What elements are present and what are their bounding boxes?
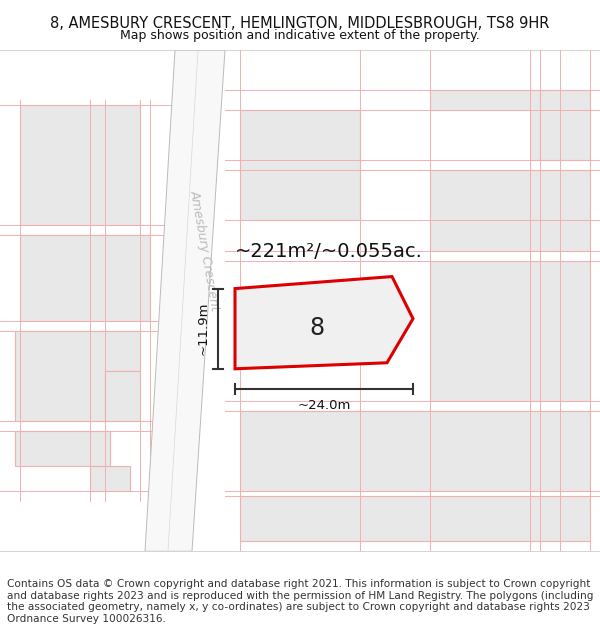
Text: 8, AMESBURY CRESCENT, HEMLINGTON, MIDDLESBROUGH, TS8 9HR: 8, AMESBURY CRESCENT, HEMLINGTON, MIDDLE…: [50, 16, 550, 31]
Polygon shape: [430, 261, 590, 401]
Text: Map shows position and indicative extent of the property.: Map shows position and indicative extent…: [120, 29, 480, 42]
Polygon shape: [145, 50, 225, 551]
Polygon shape: [430, 170, 590, 251]
Text: ~11.9m: ~11.9m: [197, 302, 210, 356]
Text: ~24.0m: ~24.0m: [298, 399, 350, 412]
Text: Contains OS data © Crown copyright and database right 2021. This information is : Contains OS data © Crown copyright and d…: [7, 579, 594, 624]
Text: ~221m²/~0.055ac.: ~221m²/~0.055ac.: [235, 241, 423, 261]
Polygon shape: [15, 431, 110, 466]
Polygon shape: [430, 90, 560, 160]
Polygon shape: [20, 105, 140, 226]
Polygon shape: [105, 371, 140, 421]
Polygon shape: [90, 466, 130, 491]
Polygon shape: [235, 277, 413, 369]
Polygon shape: [240, 411, 590, 491]
Text: 8: 8: [310, 316, 325, 340]
Polygon shape: [240, 496, 590, 541]
Polygon shape: [540, 90, 590, 160]
Polygon shape: [20, 236, 150, 321]
Text: Amesbury Crescent: Amesbury Crescent: [188, 189, 222, 312]
Polygon shape: [240, 110, 360, 221]
Polygon shape: [15, 331, 140, 421]
